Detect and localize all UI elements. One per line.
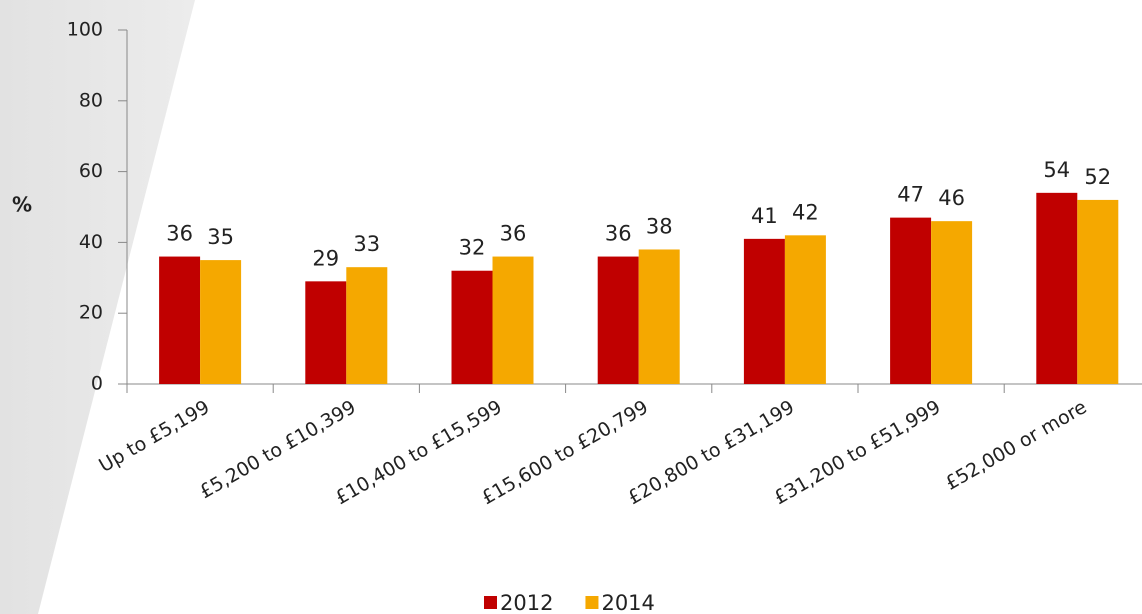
legend-swatch [585,596,599,609]
value-label: 33 [353,232,380,256]
background-shape [0,0,195,614]
bar [159,256,201,384]
bar [1077,199,1119,384]
bar [200,260,242,384]
x-tick-label: £52,000 or more [942,396,1091,495]
value-label: 32 [459,236,486,260]
y-tick-label: 100 [67,19,103,41]
legend-label: 2012 [500,591,553,614]
x-tick-label: Up to £5,199 [95,396,213,477]
bar [638,249,680,384]
value-label: 29 [312,246,339,270]
y-tick-label: 60 [79,160,103,182]
value-label: 36 [605,222,632,246]
legend-swatch [484,596,497,609]
value-label: 52 [1084,165,1111,189]
y-tick-label: 20 [79,302,103,324]
y-tick-label: 40 [79,231,103,253]
value-label: 42 [792,200,819,224]
bar [346,267,388,384]
y-axis-label: % [12,193,32,217]
y-tick-label: 80 [79,89,103,111]
value-label: 54 [1043,158,1070,182]
value-label: 36 [500,222,527,246]
bar [451,270,493,384]
bar [743,238,785,384]
value-label: 41 [751,204,778,228]
bar [931,221,973,384]
bar [597,256,639,384]
bar [784,235,826,384]
value-label: 47 [897,183,924,207]
bar [492,256,534,384]
y-tick-label: 0 [91,373,103,395]
x-tick-label: £5,200 to £10,399 [196,396,360,503]
legend-label: 2014 [601,591,654,614]
value-label: 36 [166,222,193,246]
bar [1036,192,1078,384]
value-label: 38 [646,214,673,238]
bar [305,281,347,384]
value-label: 35 [207,225,234,249]
bar [890,217,932,384]
value-label: 46 [938,186,965,210]
